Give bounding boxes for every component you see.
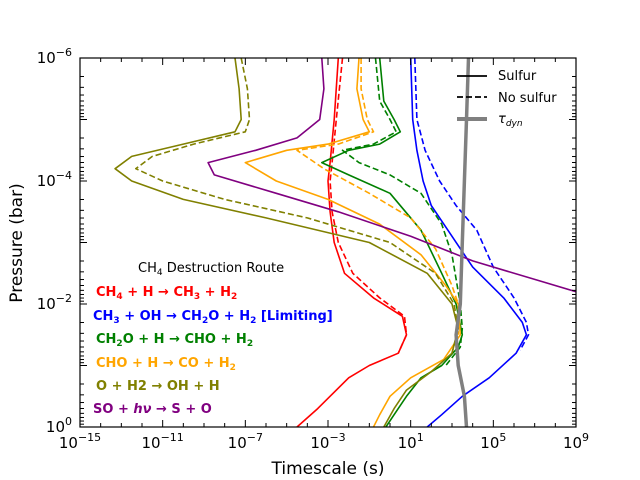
route-label-5: SO + hν → S + O [93, 402, 212, 417]
x-axis-title: Timescale (s) [271, 459, 385, 479]
route-label-1: CH3 + OH → CH2O + H2 [Limiting] [93, 309, 333, 326]
series-line-8 [114, 58, 459, 427]
x-tick-label: 10−3 [310, 431, 345, 452]
ticks-layer [79, 57, 577, 427]
series-line-3 [414, 58, 530, 351]
routes-layer: CH4 + H → CH3 + H2 CH3 + OH → CH2O + H2 [… [93, 285, 333, 417]
x-tick-label: 10−7 [228, 431, 263, 452]
series-line-2 [409, 58, 528, 427]
route-title: CH4 Destruction Route [138, 261, 284, 278]
y-axis-title: Pressure (bar) [7, 183, 27, 302]
series-line-11 [454, 58, 471, 427]
x-tick-label: 105 [480, 431, 506, 452]
series-line-5 [341, 58, 464, 366]
legend-no-sulfur-label: No sulfur [498, 91, 557, 106]
route-label-4: O + H2 → OH + H [96, 379, 220, 394]
plot-frame [79, 57, 577, 428]
series-line-0 [296, 58, 408, 427]
y-tick-label: 10−4 [37, 169, 72, 190]
series-line-10 [207, 58, 576, 293]
x-tick-label: 10−11 [142, 431, 184, 452]
x-tick-label: 109 [563, 431, 589, 452]
series-line-9 [135, 58, 459, 354]
legend-tau-dyn-label: τdyn [498, 112, 523, 129]
y-tick-label: 10−6 [37, 46, 72, 67]
y-tick-label: 100 [46, 415, 72, 436]
y-tick-label: 10−2 [37, 292, 72, 313]
legend-sulfur-label: Sulfur [498, 69, 537, 84]
labels-layer: 10−15 10−11 10−7 10−3 101 105 109 10−6 10−4 10−2 1… [37, 46, 589, 452]
series-layer [114, 58, 576, 427]
legend: Sulfur No sulfur τdyn [457, 69, 557, 129]
x-tick-label: 101 [398, 431, 424, 452]
series-line-1 [329, 58, 408, 354]
series-line-6 [244, 58, 462, 427]
route-label-2: CH2O + H → CHO + H2 [96, 332, 253, 349]
x-tick-label: 10−15 [59, 431, 101, 452]
route-label-3: CHO + H → CO + H2 [96, 356, 236, 373]
route-label-0: CH4 + H → CH3 + H2 [96, 285, 237, 302]
series-line-4 [321, 58, 464, 427]
